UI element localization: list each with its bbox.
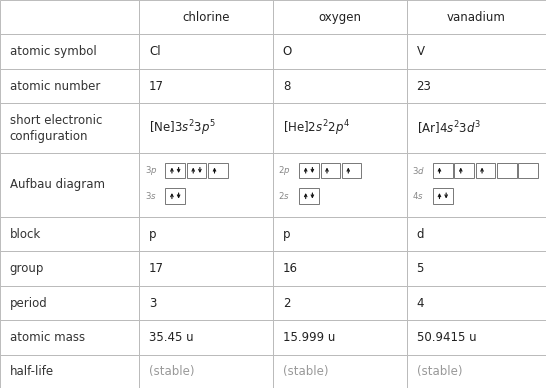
Bar — [139, 35, 273, 69]
Text: 15.999 u: 15.999 u — [283, 331, 335, 344]
Bar — [407, 217, 546, 251]
Text: 2: 2 — [283, 296, 290, 310]
Bar — [273, 320, 407, 355]
Bar — [273, 35, 407, 69]
Bar — [0, 104, 139, 153]
Bar — [273, 355, 407, 388]
Bar — [208, 163, 228, 178]
Bar — [299, 163, 319, 178]
Text: 3$s$: 3$s$ — [145, 190, 157, 201]
Text: 2$p$: 2$p$ — [278, 164, 291, 177]
Bar — [476, 163, 495, 178]
Text: (stable): (stable) — [149, 365, 194, 378]
Bar — [273, 104, 407, 153]
Text: 2$s$: 2$s$ — [278, 190, 290, 201]
Text: Cl: Cl — [149, 45, 161, 58]
Text: chlorine: chlorine — [182, 11, 230, 24]
Bar — [0, 217, 139, 251]
Bar — [139, 217, 273, 251]
Bar — [273, 286, 407, 320]
Bar — [273, 217, 407, 251]
Text: 4$s$: 4$s$ — [412, 190, 424, 201]
Bar — [273, 251, 407, 286]
Text: short electronic
configuration: short electronic configuration — [10, 114, 102, 143]
Text: 8: 8 — [283, 80, 290, 93]
Bar — [518, 163, 538, 178]
Text: group: group — [10, 262, 44, 275]
Text: 23: 23 — [417, 80, 431, 93]
Text: 17: 17 — [149, 262, 164, 275]
Text: 17: 17 — [149, 80, 164, 93]
Text: 3: 3 — [149, 296, 157, 310]
Bar — [139, 320, 273, 355]
Bar — [139, 251, 273, 286]
Text: atomic number: atomic number — [10, 80, 100, 93]
Bar — [0, 355, 139, 388]
Bar — [407, 320, 546, 355]
Bar — [273, 0, 407, 35]
Bar — [139, 153, 273, 217]
Text: atomic mass: atomic mass — [10, 331, 85, 344]
Text: [Ar]4$s^2$3$d^3$: [Ar]4$s^2$3$d^3$ — [417, 120, 481, 137]
Text: block: block — [10, 228, 41, 241]
Text: p: p — [149, 228, 157, 241]
Bar — [139, 104, 273, 153]
Bar — [407, 153, 546, 217]
Bar — [0, 320, 139, 355]
Bar — [321, 163, 340, 178]
Text: Aufbau diagram: Aufbau diagram — [10, 178, 105, 191]
Text: p: p — [283, 228, 290, 241]
Bar — [0, 251, 139, 286]
Text: oxygen: oxygen — [318, 11, 361, 24]
Bar — [0, 69, 139, 104]
Bar — [165, 163, 185, 178]
Bar — [342, 163, 361, 178]
Text: (stable): (stable) — [283, 365, 328, 378]
Text: 35.45 u: 35.45 u — [149, 331, 194, 344]
Text: vanadium: vanadium — [447, 11, 506, 24]
Bar — [407, 251, 546, 286]
Bar — [0, 0, 139, 35]
Bar — [407, 35, 546, 69]
Bar — [165, 188, 185, 204]
Text: 16: 16 — [283, 262, 298, 275]
Bar — [433, 188, 453, 204]
Text: 3$p$: 3$p$ — [145, 164, 157, 177]
Bar — [0, 153, 139, 217]
Bar — [273, 153, 407, 217]
Text: d: d — [417, 228, 424, 241]
Text: half-life: half-life — [10, 365, 54, 378]
Text: [He]2$s^2$2$p^4$: [He]2$s^2$2$p^4$ — [283, 118, 349, 138]
Bar — [407, 69, 546, 104]
Bar — [139, 69, 273, 104]
Bar — [0, 35, 139, 69]
Bar — [139, 286, 273, 320]
Text: 50.9415 u: 50.9415 u — [417, 331, 476, 344]
Bar — [299, 188, 319, 204]
Bar — [139, 355, 273, 388]
Bar — [497, 163, 517, 178]
Text: (stable): (stable) — [417, 365, 462, 378]
Bar — [0, 286, 139, 320]
Text: [Ne]3$s^2$3$p^5$: [Ne]3$s^2$3$p^5$ — [149, 118, 216, 138]
Text: 3$d$: 3$d$ — [412, 165, 425, 176]
Text: 4: 4 — [417, 296, 424, 310]
Text: O: O — [283, 45, 292, 58]
Bar — [273, 69, 407, 104]
Text: V: V — [417, 45, 425, 58]
Text: period: period — [10, 296, 48, 310]
Bar — [433, 163, 453, 178]
Bar — [187, 163, 206, 178]
Text: atomic symbol: atomic symbol — [10, 45, 97, 58]
Text: 5: 5 — [417, 262, 424, 275]
Bar — [139, 0, 273, 35]
Bar — [407, 286, 546, 320]
Bar — [407, 104, 546, 153]
Bar — [407, 355, 546, 388]
Bar — [407, 0, 546, 35]
Bar — [454, 163, 474, 178]
